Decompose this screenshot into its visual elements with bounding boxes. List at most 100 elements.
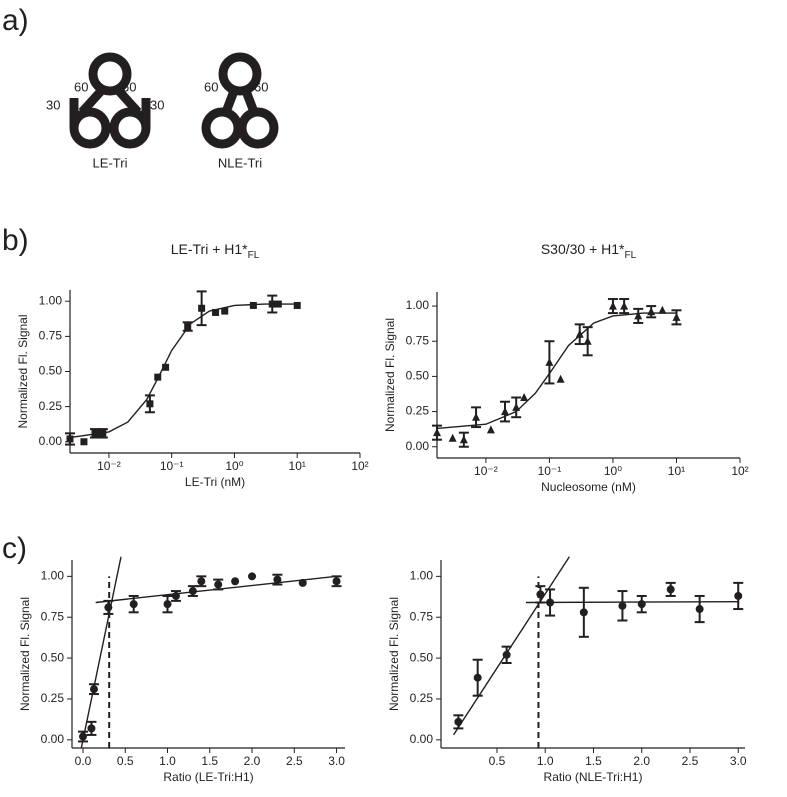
y-tick-label: 0.25	[39, 399, 63, 413]
fit-line	[452, 556, 570, 736]
point	[80, 438, 88, 446]
point	[459, 435, 468, 444]
nucleosome	[218, 52, 262, 96]
x-tick-label: 10⁰	[225, 459, 243, 473]
x-tick-label: 2.0	[633, 754, 650, 768]
y-tick-label: 0.25	[410, 691, 434, 705]
linker-length: 30	[46, 97, 60, 112]
y-tick-label: 0.25	[41, 691, 65, 705]
point	[647, 307, 656, 316]
point	[658, 305, 667, 314]
y-tick-label: 1.00	[41, 569, 65, 583]
x-tick-label: 10⁻²	[474, 464, 498, 478]
fit-line	[525, 600, 739, 604]
y-tick-label: 0.50	[406, 369, 430, 383]
y-tick-label: 0.25	[406, 404, 430, 418]
y-tick-label: 0.50	[410, 650, 434, 664]
point	[184, 323, 192, 331]
x-tick-label: 1.0	[159, 754, 176, 768]
point	[575, 329, 584, 338]
y-tick-label: 1.00	[410, 569, 434, 583]
point	[87, 724, 96, 733]
point	[734, 591, 743, 600]
nucleosome	[69, 107, 111, 149]
point	[231, 577, 240, 586]
x-tick-label: 10²	[731, 464, 748, 478]
point	[129, 600, 138, 609]
linker-length: 60	[122, 79, 136, 94]
x-tick-label: 10⁻²	[97, 459, 121, 473]
y-axis-label: Normalized Fl. Signal	[383, 318, 397, 432]
title-subscript: FL	[248, 250, 260, 261]
y-tick-label: 0.50	[41, 650, 65, 664]
y-tick-label: 0.75	[406, 333, 430, 347]
point	[162, 363, 170, 371]
y-tick-label: 0.75	[39, 329, 63, 343]
point	[695, 605, 704, 614]
y-tick-label: 0.00	[410, 732, 434, 746]
nucleosome	[237, 107, 279, 149]
chart: LE-Tri + H1*FL 0.00 0.25 0.50 0.75 1.00 10⁻² 10…	[16, 241, 369, 489]
y-tick-label: 1.00	[406, 298, 430, 312]
point	[248, 572, 257, 581]
point	[579, 608, 588, 617]
x-tick-label: 0.5	[117, 754, 134, 768]
y-tick-label: 1.00	[39, 293, 63, 307]
chart: S30/30 + H1*FL 0.00 0.25 0.50 0.75 1.00 10⁻² 10…	[383, 241, 749, 494]
panel-label: c)	[2, 532, 27, 565]
linker-length: 60	[74, 79, 88, 94]
x-tick-label: 10⁻¹	[160, 459, 184, 473]
linker-length: 60	[204, 79, 218, 94]
point	[454, 717, 463, 726]
y-tick-label: 0.75	[41, 609, 65, 623]
x-axis-label: LE-Tri (nM)	[185, 475, 245, 489]
x-tick-label: 3.0	[328, 754, 345, 768]
y-tick-label: 0.00	[41, 732, 65, 746]
fit-line	[95, 575, 337, 604]
point	[273, 575, 282, 584]
point	[672, 312, 681, 321]
point	[520, 393, 529, 402]
point	[472, 412, 481, 421]
diagram-name: NLE-Tri	[218, 155, 262, 170]
x-tick-label: 1.5	[585, 754, 602, 768]
le-tri-diagram: 30 60 60 30 LE-Tri	[46, 52, 164, 170]
x-axis-label: Ratio (LE-Tri:H1)	[163, 770, 253, 784]
x-tick-label: 1.0	[537, 754, 554, 768]
title-subscript: FL	[625, 250, 637, 261]
nucleosome	[88, 52, 132, 96]
fit-line	[80, 556, 122, 749]
point	[212, 308, 220, 316]
point	[433, 428, 441, 437]
chart: 0.00 0.25 0.50 0.75 1.00 0.5 1.0 1.5 2.0 2.5 3.0 Ra…	[387, 556, 747, 784]
y-axis-label: Normalized Fl. Signal	[18, 597, 32, 711]
point	[448, 433, 457, 442]
y-tick-label: 0.75	[410, 609, 434, 623]
x-tick-label: 10⁻¹	[538, 464, 562, 478]
point	[66, 435, 74, 443]
point	[536, 590, 545, 599]
panel-label: a)	[2, 4, 29, 37]
point	[486, 425, 495, 434]
point	[198, 304, 206, 312]
y-tick-label: 0.00	[406, 439, 430, 453]
panel-label: b)	[2, 224, 29, 257]
point	[249, 301, 257, 309]
y-axis-label: Normalized Fl. Signal	[16, 314, 30, 428]
x-tick-label: 2.5	[286, 754, 303, 768]
point	[221, 307, 229, 315]
chart: 0.00 0.25 0.50 0.75 1.00 0.0 0.5 1.0 1.5 2.0 2.5 3.…	[18, 556, 345, 784]
diagram-name: LE-Tri	[93, 155, 128, 170]
point	[583, 336, 592, 345]
title-text: S30/30 + H1*	[541, 241, 625, 257]
x-axis-label: Nucleosome (nM)	[541, 480, 636, 494]
x-axis-label: Ratio (NLE-Tri:H1)	[544, 770, 643, 784]
point	[146, 400, 154, 408]
point	[618, 601, 627, 610]
x-tick-label: 10⁰	[604, 464, 622, 478]
point	[556, 374, 565, 383]
x-tick-label: 10²	[351, 459, 368, 473]
point	[545, 357, 554, 366]
point	[473, 673, 482, 682]
